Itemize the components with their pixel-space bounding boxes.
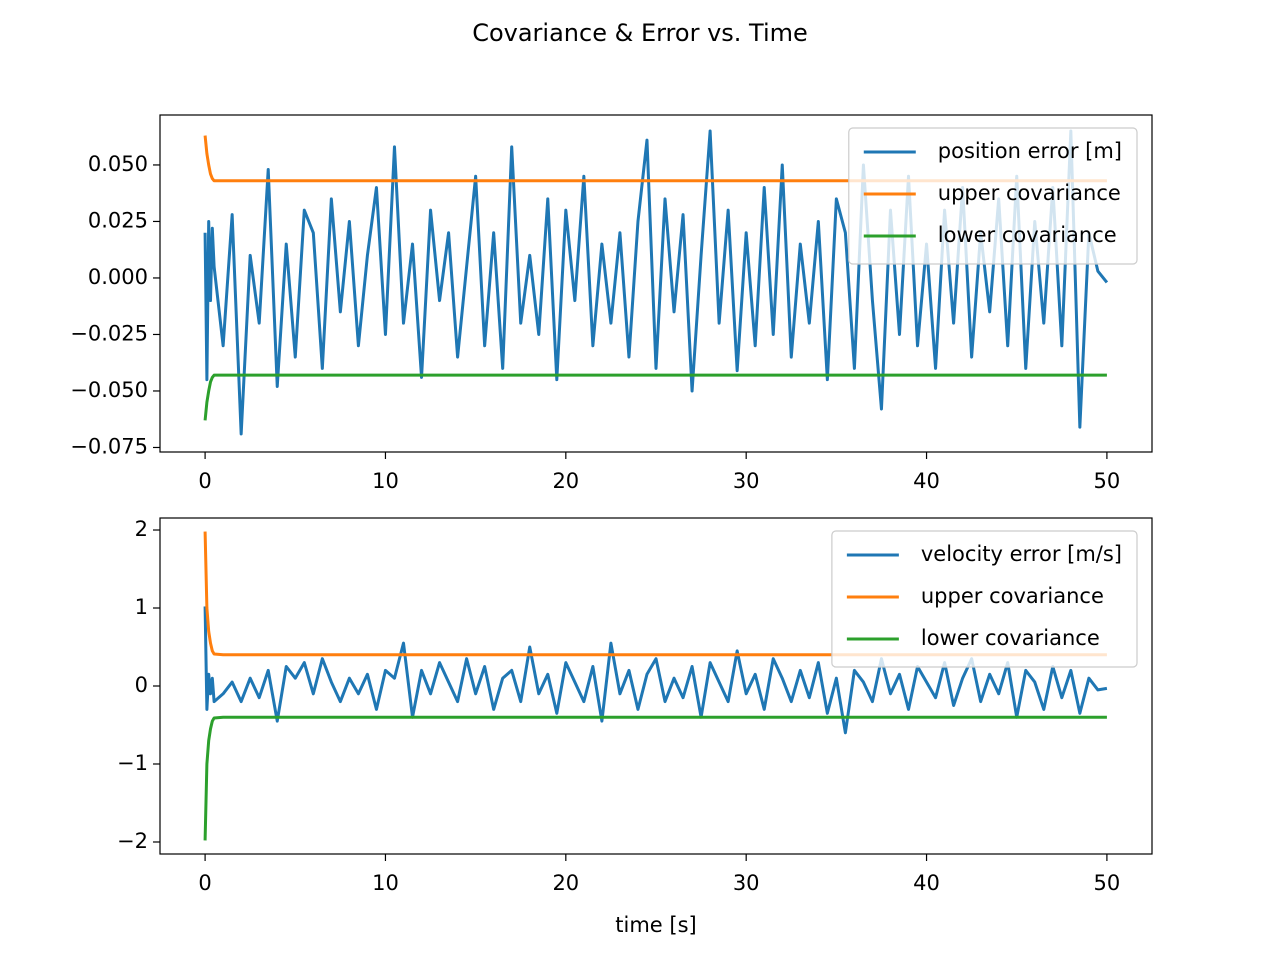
x-tick-label: 30 <box>733 469 760 493</box>
y-tick-label: −0.075 <box>70 434 148 458</box>
series-line <box>203 373 1107 421</box>
legend-frame <box>831 530 1138 668</box>
y-tick-label: −2 <box>117 829 148 853</box>
legend-label: upper covariance <box>938 181 1121 205</box>
legend-label: lower covariance <box>921 626 1100 650</box>
y-tick-label: −0.050 <box>70 378 148 402</box>
series-line <box>203 715 1107 841</box>
x-tick-label: 20 <box>552 871 579 895</box>
x-axis-label: time [s] <box>615 913 696 937</box>
axes: 0 10 20 30 40 50 −2 −1 0 1 2 time [s] velocity error… <box>117 517 1153 937</box>
figure-title: Covariance & Error vs. Time <box>472 19 808 47</box>
x-tick-label: 10 <box>372 469 399 493</box>
x-tick-label: 40 <box>913 871 940 895</box>
x-tick-label: 0 <box>198 469 211 493</box>
axes-frame <box>159 114 1153 453</box>
x-tick-label: 10 <box>372 871 399 895</box>
y-tick-label: 2 <box>135 517 148 541</box>
legend-label: position error [m] <box>938 139 1122 163</box>
y-tick-label: 1 <box>135 595 148 619</box>
x-tick-label: 40 <box>913 469 940 493</box>
y-tick-label: 0.050 <box>88 152 148 176</box>
x-tick-label: 30 <box>733 871 760 895</box>
y-tick-label: 0 <box>135 673 148 697</box>
legend-label: upper covariance <box>921 584 1104 608</box>
y-tick-label: −0.025 <box>70 321 148 345</box>
series-line <box>203 606 1108 735</box>
y-tick-label: 0.000 <box>88 265 148 289</box>
legend-frame <box>848 127 1138 265</box>
x-tick-label: 20 <box>552 469 579 493</box>
x-tick-label: 50 <box>1094 469 1121 493</box>
axes-frame <box>159 517 1153 855</box>
axes: 0 10 20 30 40 50 −0.075 −0.050 −0.025 0.000 0.025 0… <box>70 114 1153 493</box>
x-tick-label: 50 <box>1094 871 1121 895</box>
legend-label: lower covariance <box>938 223 1117 247</box>
legend-label: velocity error [m/s] <box>921 542 1122 566</box>
legend: velocity error [m/s] upper covariance lowe… <box>831 530 1138 668</box>
series-line <box>203 129 1109 436</box>
legend: position error [m] upper covariance lower … <box>848 127 1138 265</box>
x-tick-label: 0 <box>198 871 211 895</box>
y-tick-label: 0.025 <box>88 208 148 232</box>
y-tick-label: −1 <box>117 751 148 775</box>
